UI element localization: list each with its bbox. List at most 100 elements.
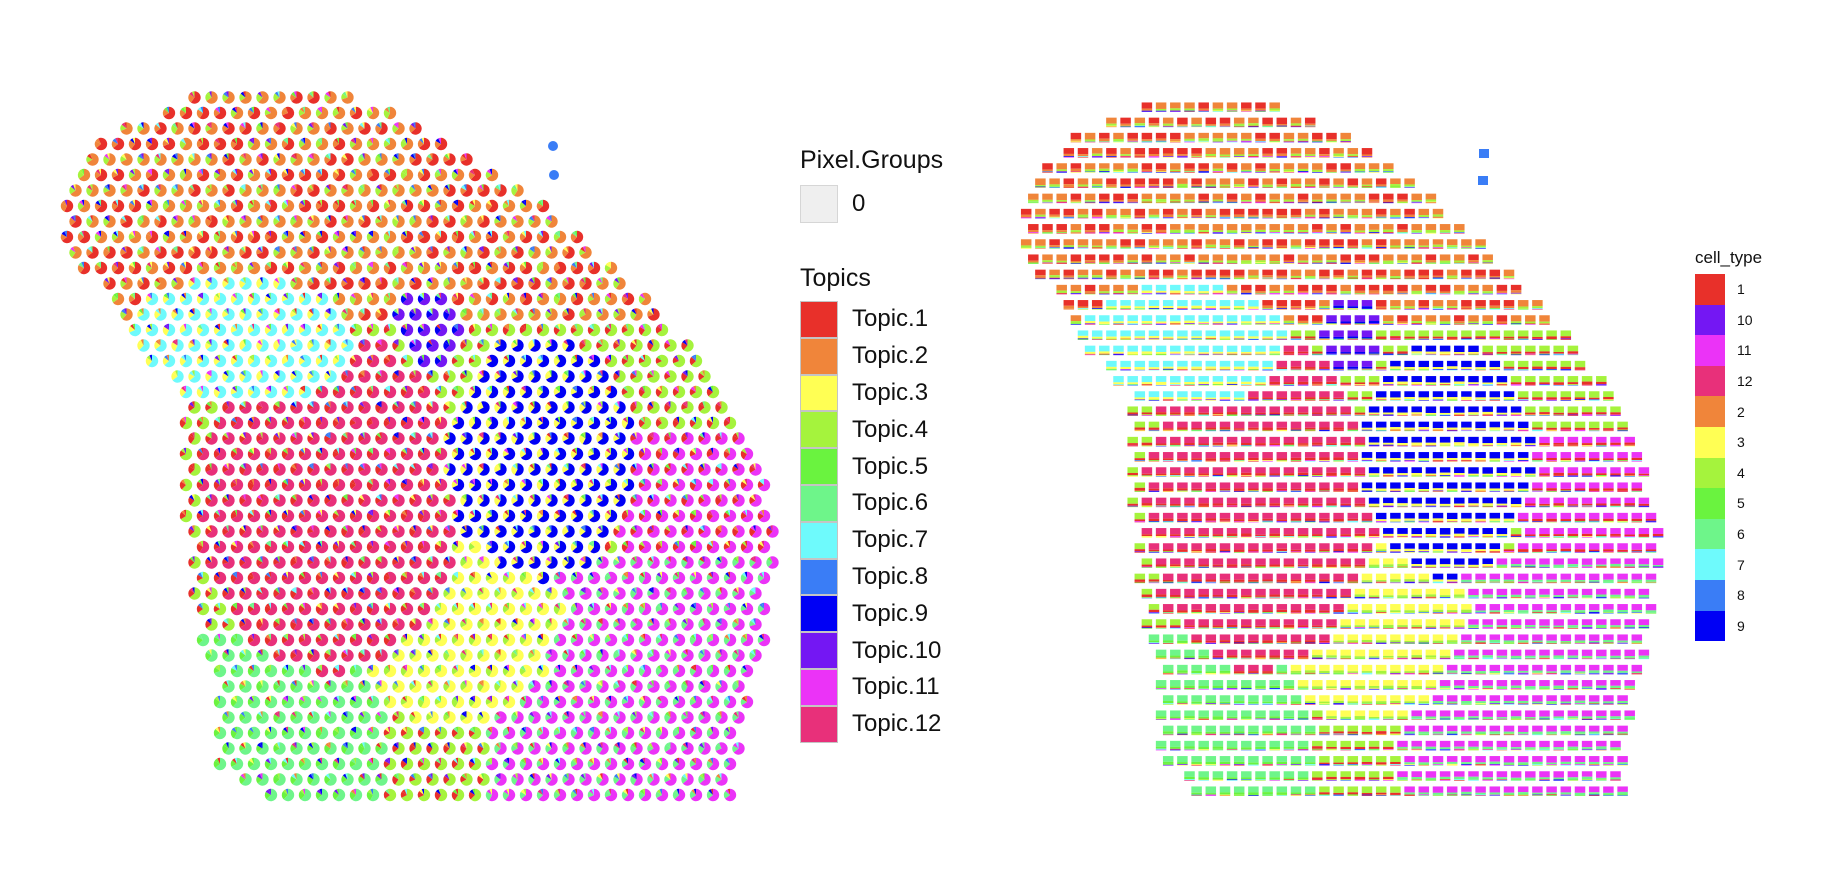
- pie-slice: [249, 106, 261, 120]
- pie-spot: [281, 106, 295, 120]
- pie-slice: [336, 106, 339, 113]
- pie-spot: [349, 106, 363, 120]
- pie-slice: [298, 109, 305, 116]
- pie-slice: [232, 106, 244, 120]
- pie-spot: [273, 91, 286, 104]
- pie-slice: [264, 109, 271, 116]
- pie-slice: [163, 106, 176, 120]
- pie-spot: [256, 91, 269, 104]
- pie-spot: [264, 106, 278, 120]
- pie-slice: [311, 91, 314, 98]
- pie-slice: [281, 109, 288, 116]
- pie-slice: [206, 91, 212, 98]
- pie-slice: [196, 109, 203, 119]
- pie-slice: [341, 91, 354, 104]
- pie-slice: [240, 91, 252, 104]
- pie-slice: [293, 91, 297, 98]
- pie-slice: [260, 91, 263, 98]
- pie-slice: [162, 108, 169, 117]
- pie-slice: [183, 106, 186, 113]
- pie-slice: [290, 94, 297, 102]
- pie-slice: [180, 107, 186, 113]
- pie-slice: [166, 106, 169, 113]
- pie-spot: [290, 91, 303, 104]
- pie-slice: [291, 91, 297, 98]
- pie-slice: [209, 91, 212, 98]
- pie-spot: [298, 106, 312, 120]
- pie-spot: [366, 106, 380, 120]
- pie-slice: [333, 107, 339, 113]
- pie-spot: [332, 106, 346, 120]
- pie-slice: [222, 94, 229, 102]
- pie-slice: [274, 91, 280, 98]
- pie-spot: [307, 91, 320, 104]
- pie-slice: [345, 91, 348, 98]
- pie-slice: [341, 93, 348, 100]
- pie-slice: [273, 93, 280, 102]
- pie-slice: [277, 91, 280, 98]
- pie-slice: [189, 91, 195, 98]
- pie-slice: [256, 93, 263, 103]
- pie-slice: [268, 106, 271, 113]
- pie-slice: [217, 106, 220, 113]
- pie-spot: [205, 91, 218, 104]
- pie-slice: [315, 108, 322, 117]
- pie-slice: [274, 91, 286, 104]
- pie-spot: [230, 106, 244, 120]
- pie-slice: [326, 91, 337, 104]
- pie-slice: [324, 94, 331, 103]
- pie-slice: [240, 91, 246, 98]
- pie-spot: [324, 91, 337, 104]
- pie-slice: [224, 91, 235, 104]
- pie-slice: [291, 91, 303, 104]
- pie-slice: [327, 91, 331, 98]
- pie-slice: [367, 107, 373, 113]
- pie-slice: [299, 107, 305, 113]
- pie-slice: [302, 106, 305, 113]
- pie-slice: [282, 106, 295, 120]
- pie-spot: [222, 91, 235, 104]
- left-spatial-pie-plot: [60, 91, 779, 802]
- pie-slice: [232, 107, 237, 113]
- pie-slice: [215, 107, 220, 113]
- pie-slice: [181, 106, 193, 120]
- pie-slice: [190, 91, 201, 104]
- pie-spot: [196, 106, 210, 120]
- pie-spot: [247, 106, 261, 120]
- pie-spot: [239, 91, 252, 104]
- pie-spot: [315, 106, 329, 120]
- pie-spot: [383, 106, 397, 120]
- pie-slice: [299, 106, 312, 120]
- pie-slice: [325, 91, 331, 98]
- pie-slice: [223, 91, 229, 98]
- pie-slice: [206, 91, 218, 104]
- pie-slice: [317, 106, 329, 120]
- pie-slice: [353, 106, 356, 113]
- pie-slice: [164, 107, 169, 113]
- pie-slice: [351, 107, 356, 113]
- pie-slice: [213, 109, 220, 117]
- pie-slice: [383, 109, 390, 119]
- pie-spot: [341, 91, 354, 104]
- pie-slice: [205, 93, 212, 102]
- pie-spot: [162, 106, 176, 120]
- pie-slice: [251, 106, 254, 113]
- pie-slice: [332, 109, 339, 117]
- pie-spot: [213, 106, 227, 120]
- pie-slice: [215, 106, 227, 120]
- pie-slice: [307, 93, 314, 101]
- pie-slice: [366, 109, 373, 118]
- pie-slice: [368, 106, 380, 120]
- pie-slice: [285, 106, 288, 113]
- pie-slice: [387, 106, 397, 120]
- pie-slice: [248, 107, 254, 113]
- pie-slice: [230, 109, 237, 118]
- pie-spot: [188, 91, 201, 104]
- pie-slice: [265, 106, 278, 120]
- pie-slice: [349, 109, 356, 117]
- pie-slice: [350, 106, 363, 120]
- pie-slice: [191, 91, 195, 98]
- pie-slice: [197, 107, 203, 113]
- pie-slice: [199, 106, 210, 120]
- pie-slice: [258, 91, 269, 104]
